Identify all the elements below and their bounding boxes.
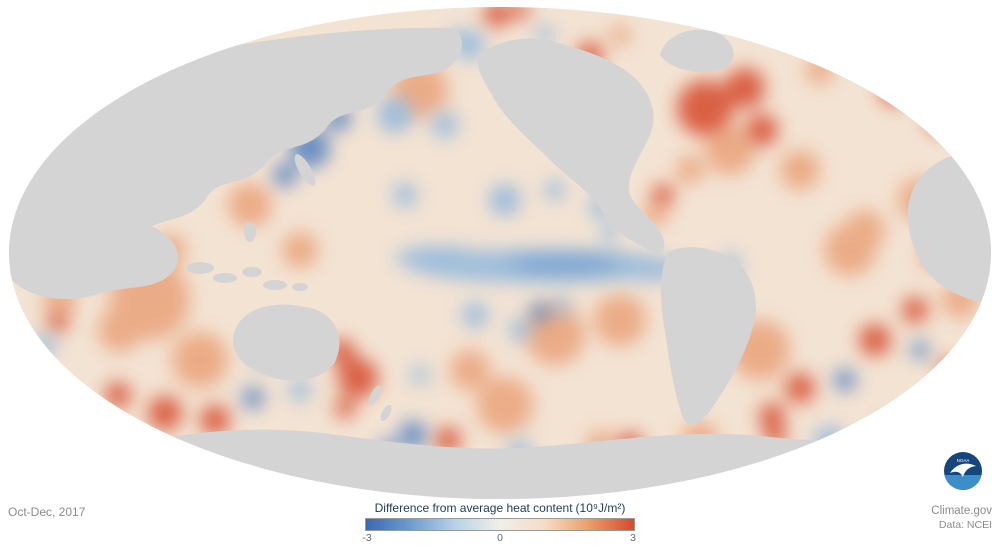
- cool-anomaly-strong-layer: [242, 105, 929, 460]
- period-label: Oct-Dec, 2017: [8, 505, 86, 519]
- land-island: [292, 283, 308, 291]
- colorbar: [365, 518, 635, 531]
- land-north-america: [477, 38, 665, 254]
- land-island: [242, 267, 262, 277]
- colorbar-tick-zero: 0: [497, 532, 503, 544]
- land-island: [213, 273, 237, 283]
- noaa-bird-icon: [950, 463, 976, 477]
- noaa-sea-shape: [944, 475, 982, 490]
- legend-units: (10⁹J/m²): [575, 501, 626, 515]
- land-kamchatka: [348, 74, 368, 110]
- land-europe: [949, 59, 991, 119]
- credit-site: Climate.gov: [931, 505, 992, 517]
- credits: Climate.gov Data: NCEI: [931, 504, 992, 533]
- colorbar-tick-max: 3: [630, 532, 636, 544]
- land-new-zealand: [380, 404, 392, 422]
- land-greenland: [660, 29, 734, 72]
- land-island: [244, 222, 256, 242]
- land-island: [263, 280, 287, 290]
- land-south-asia: [12, 206, 179, 300]
- legend-title: Difference from average heat content: [374, 501, 573, 515]
- colorbar-ticks: -3 0 3: [362, 532, 636, 545]
- land-africa-west: [907, 149, 991, 305]
- land-new-zealand: [368, 385, 382, 405]
- colorbar-tick-min: -3: [362, 532, 372, 544]
- land-australia: [233, 304, 340, 381]
- land-island: [186, 262, 214, 274]
- noaa-logo: NOAA: [944, 452, 982, 490]
- legend-title-row: Difference from average heat content (10⁹…: [340, 501, 660, 515]
- noaa-logo-label: NOAA: [957, 458, 970, 463]
- land-japan: [294, 154, 316, 186]
- credit-data-source: Data: NCEI: [938, 518, 992, 531]
- land-south-america: [661, 247, 756, 425]
- legend: Difference from average heat content (10⁹…: [340, 501, 660, 545]
